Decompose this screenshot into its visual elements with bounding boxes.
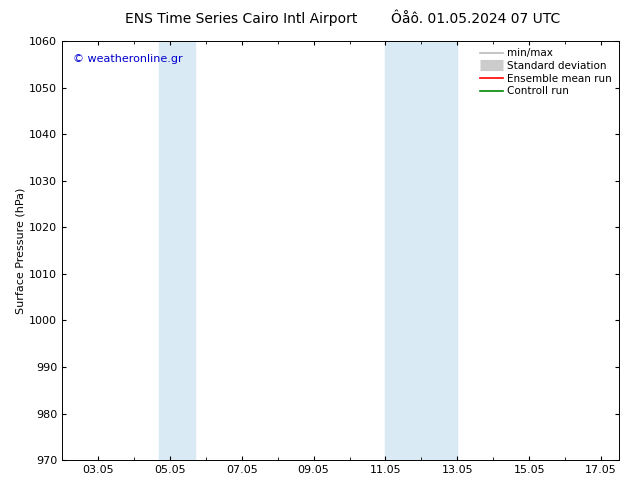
Bar	[385, 41, 457, 460]
Y-axis label: Surface Pressure (hPa): Surface Pressure (hPa)	[15, 187, 25, 314]
Text: ENS Time Series Cairo Intl Airport: ENS Time Series Cairo Intl Airport	[125, 12, 357, 26]
Text: © weatheronline.gr: © weatheronline.gr	[74, 53, 183, 64]
Text: Ôåô. 01.05.2024 07 UTC: Ôåô. 01.05.2024 07 UTC	[391, 12, 560, 26]
Bar	[159, 41, 195, 460]
Legend: min/max, Standard deviation, Ensemble mean run, Controll run: min/max, Standard deviation, Ensemble me…	[478, 46, 614, 98]
